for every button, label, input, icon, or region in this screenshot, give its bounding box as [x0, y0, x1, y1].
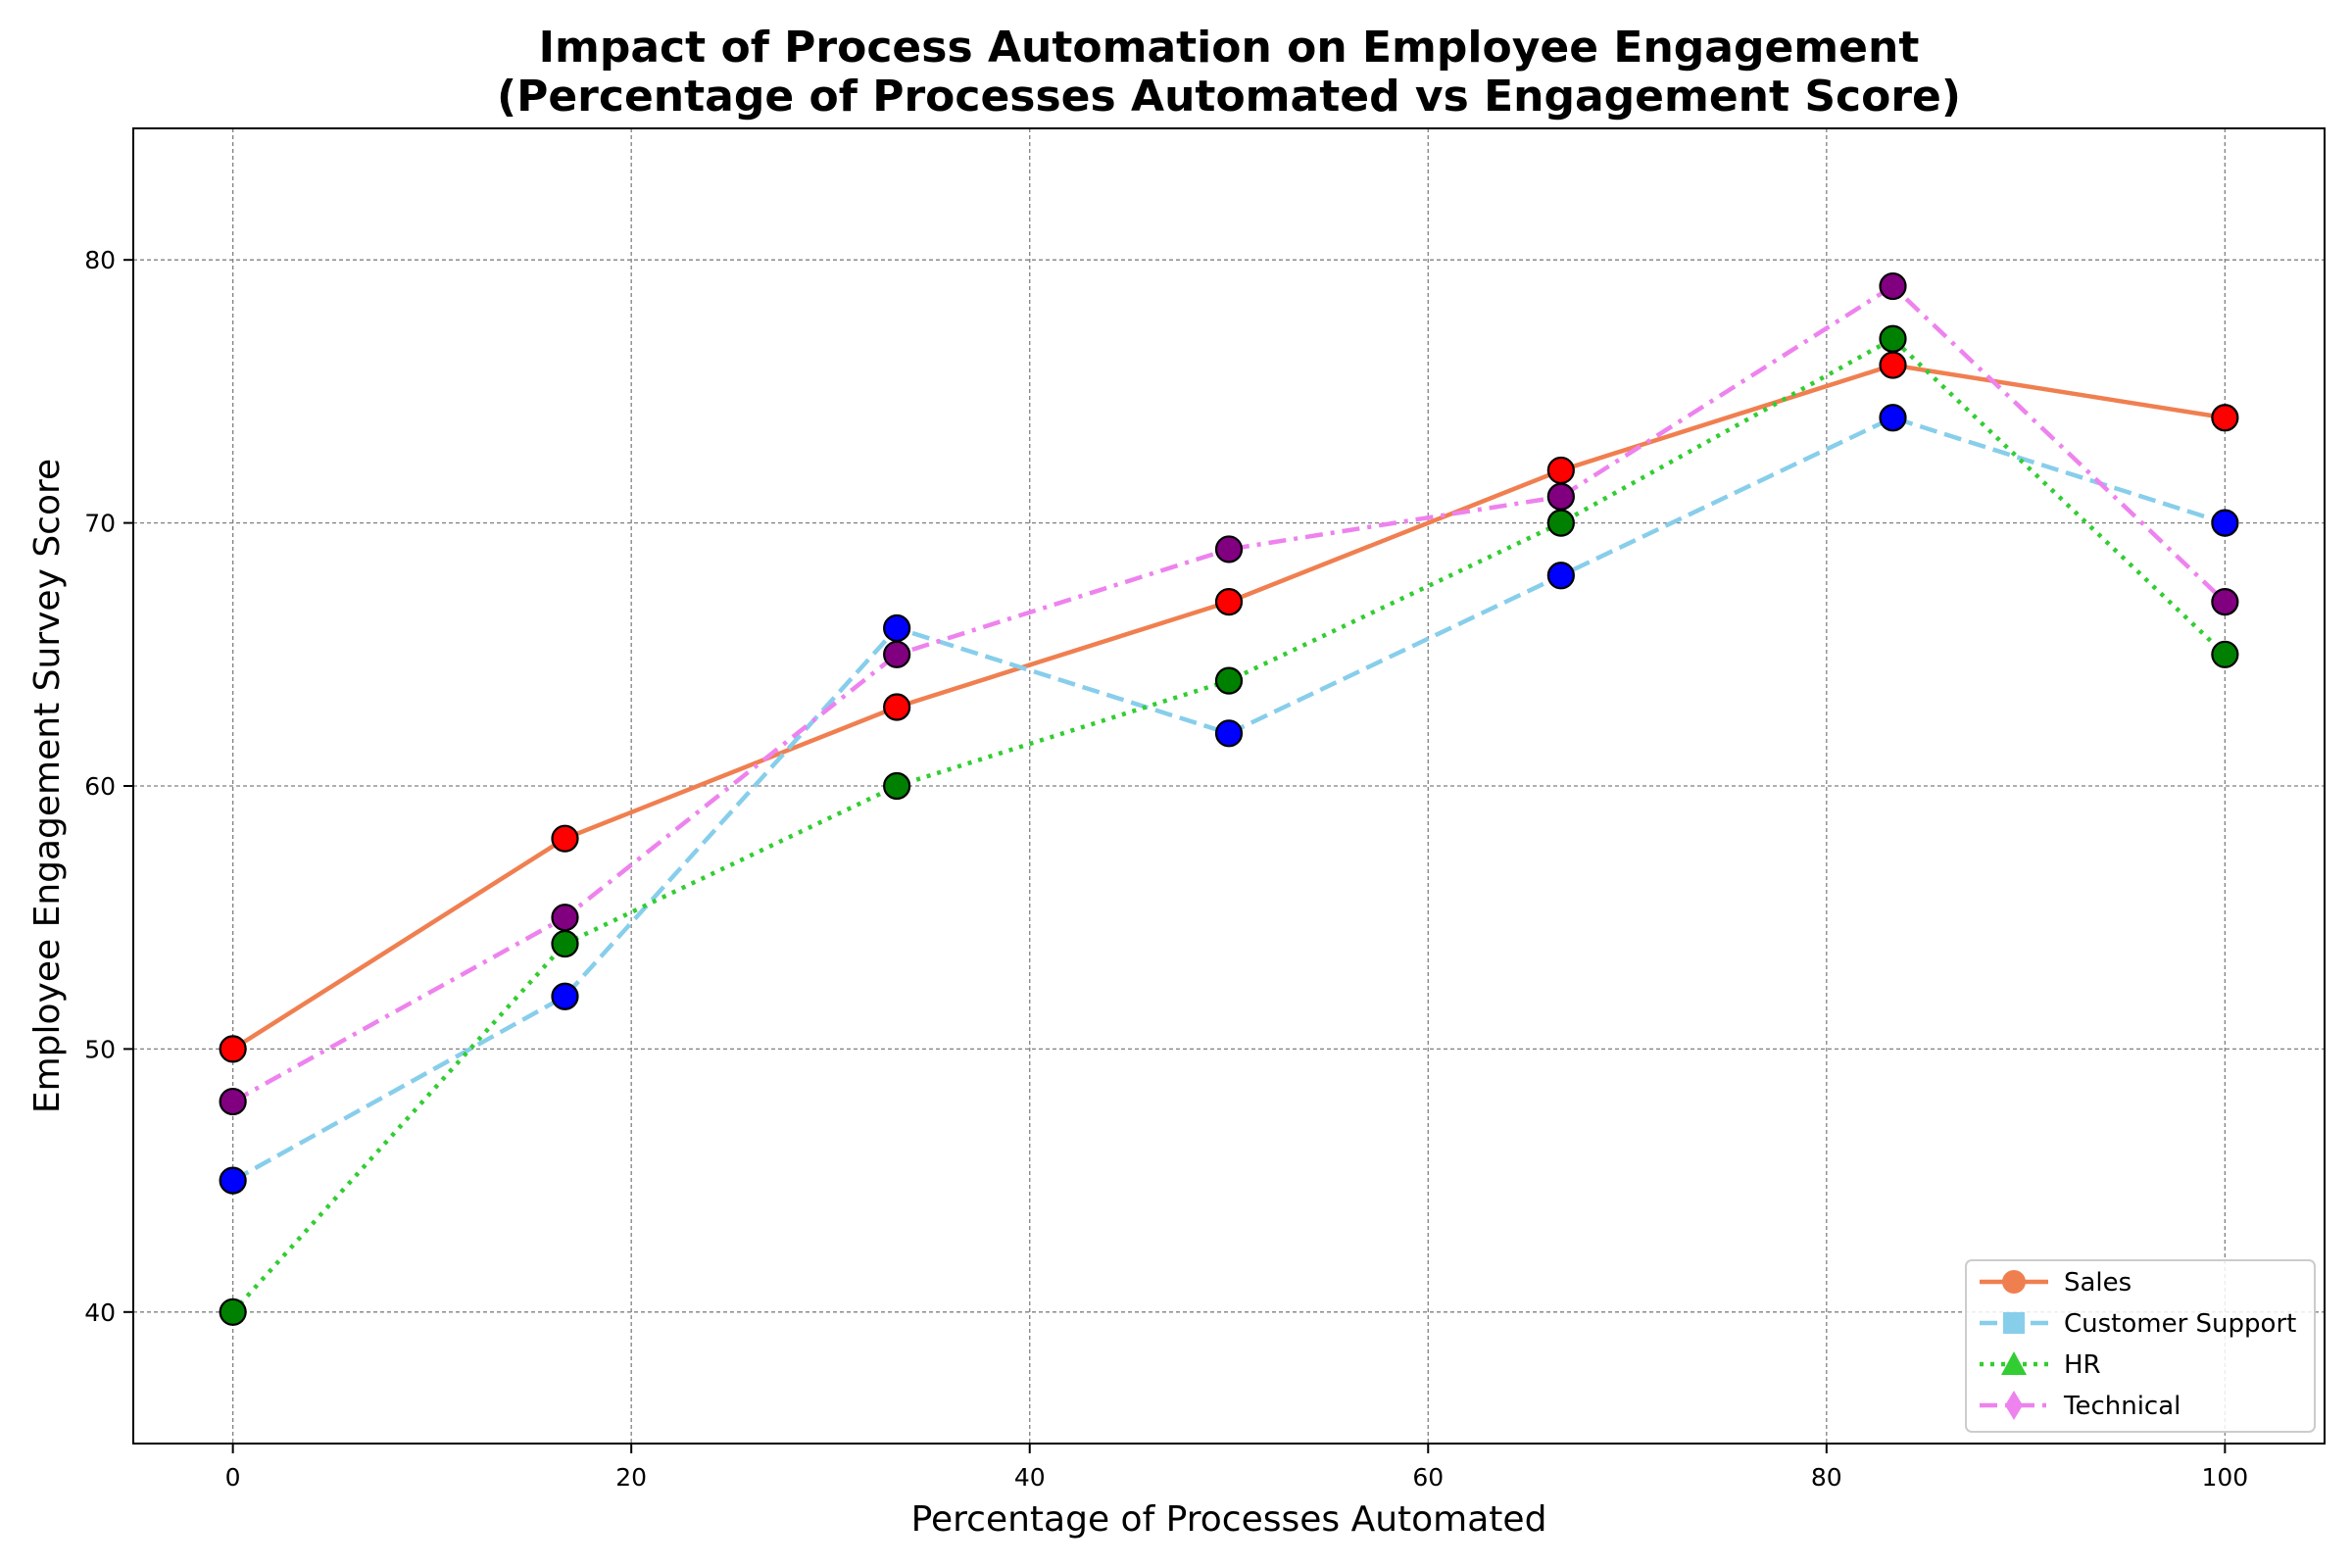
y-axis-label: Employee Engagement Survey Score — [27, 459, 68, 1113]
data-point-hr — [551, 929, 579, 958]
data-point-technical — [1214, 535, 1244, 564]
data-point-sales — [551, 824, 579, 853]
legend-marker-customer-support — [2003, 1312, 2025, 1334]
data-point-customer-support — [551, 982, 579, 1010]
data-point-sales — [2211, 404, 2239, 432]
data-point-hr — [1214, 666, 1244, 695]
legend-label-sales: Sales — [2064, 1268, 2132, 1298]
data-point-technical — [883, 640, 911, 668]
data-point-hr — [883, 771, 911, 801]
series-line-customer-support — [231, 415, 2227, 1183]
data-point-sales — [1546, 456, 1575, 485]
data-point-customer-support — [219, 1166, 247, 1195]
data-point-customer-support — [1546, 562, 1575, 590]
data-point-sales — [883, 693, 911, 721]
chart-subtitle: (Percentage of Processes Automated vs En… — [497, 72, 1961, 122]
legend-label-customer-support: Customer Support — [2064, 1309, 2296, 1339]
data-point-hr — [219, 1298, 247, 1326]
data-point-sales — [1879, 351, 1907, 379]
x-tick-label: 60 — [1412, 1463, 1444, 1492]
series-line-sales — [231, 363, 2226, 1052]
legend-marker-hr — [2001, 1351, 2027, 1375]
data-point-technical — [219, 1087, 247, 1116]
series-layer — [219, 271, 2239, 1326]
ticks: 0 20 40 60 80 100 40 50 60 70 80 — [84, 246, 2248, 1492]
data-point-technical — [2211, 588, 2239, 616]
data-point-technical — [1879, 271, 1907, 301]
data-point-hr — [1879, 324, 1907, 353]
x-tick-label: 40 — [1014, 1463, 1046, 1492]
data-point-customer-support — [883, 613, 911, 643]
data-point-sales — [1214, 588, 1244, 616]
y-tick-label: 80 — [84, 246, 116, 274]
legend-label-hr: HR — [2064, 1350, 2101, 1380]
data-point-customer-support — [1214, 719, 1244, 748]
grid — [133, 128, 2325, 1444]
legend-marker-sales — [2002, 1270, 2026, 1294]
data-point-technical — [551, 904, 579, 932]
y-tick-label: 60 — [84, 772, 116, 801]
x-tick-label: 20 — [615, 1463, 647, 1492]
data-point-hr — [2211, 640, 2239, 668]
legend: Sales Customer Support HR Technical — [1965, 1259, 2316, 1433]
legend-marker-technical — [2005, 1391, 2023, 1420]
y-tick-label: 70 — [84, 510, 116, 538]
series-line-hr — [230, 336, 2227, 1314]
chart-title: Impact of Process Automation on Employee… — [539, 23, 1920, 73]
x-tick-label: 80 — [1811, 1463, 1842, 1492]
data-point-sales — [219, 1035, 247, 1063]
data-point-customer-support — [1879, 404, 1907, 432]
legend-box — [1965, 1259, 2316, 1433]
legend-label-technical: Technical — [2063, 1392, 2180, 1421]
y-tick-label: 50 — [84, 1035, 116, 1063]
x-tick-label: 0 — [225, 1463, 241, 1492]
x-tick-label: 100 — [2202, 1463, 2249, 1492]
data-point-hr — [1546, 509, 1575, 537]
data-point-customer-support — [2211, 509, 2239, 537]
y-tick-label: 40 — [84, 1298, 116, 1327]
data-point-technical — [1546, 482, 1575, 511]
x-axis-label: Percentage of Processes Automated — [911, 1499, 1547, 1540]
